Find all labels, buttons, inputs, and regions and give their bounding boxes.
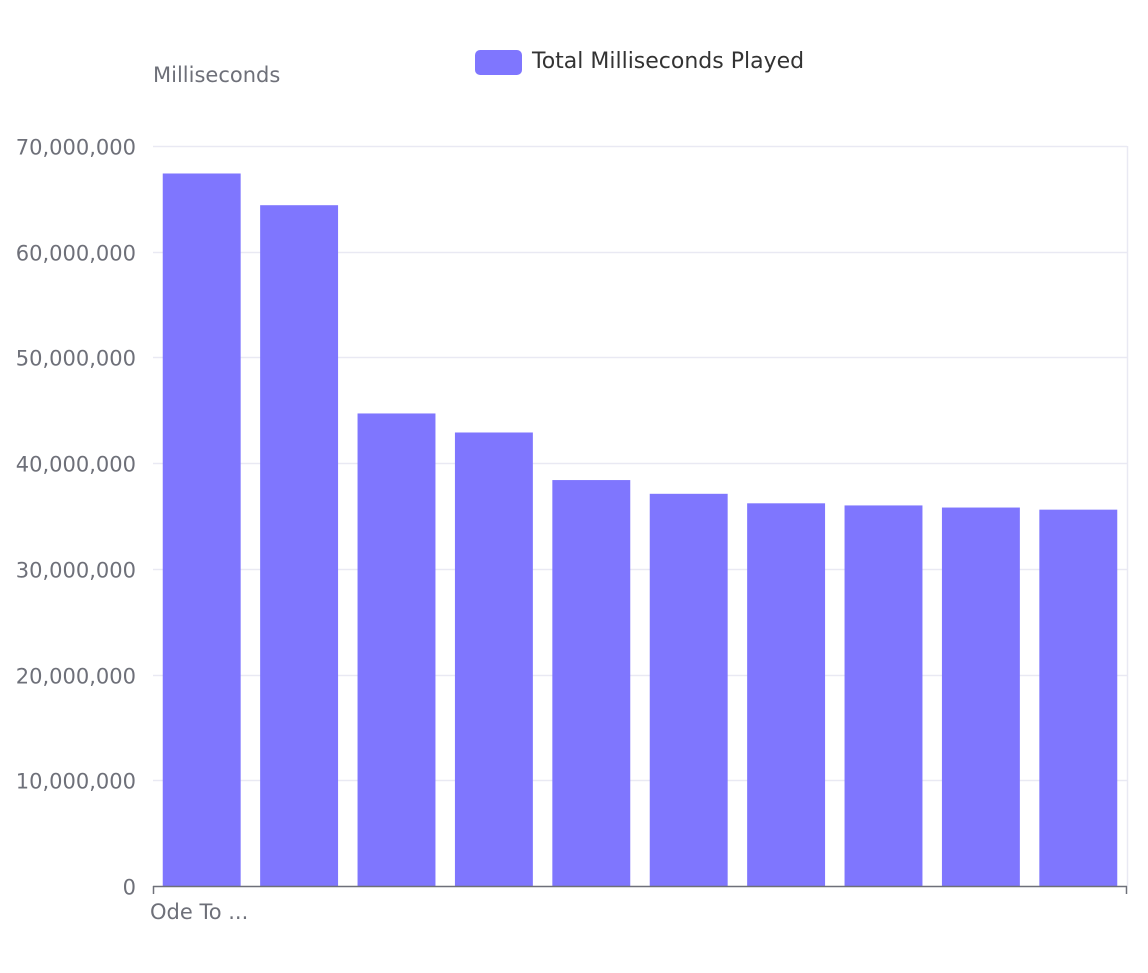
- bars-group: [162, 173, 1118, 887]
- legend[interactable]: Total Milliseconds Played: [475, 49, 804, 75]
- y-tick-label: 0: [123, 876, 136, 900]
- bar[interactable]: [1039, 509, 1118, 886]
- bar[interactable]: [844, 505, 923, 886]
- bar[interactable]: [454, 432, 533, 886]
- axes: [152, 885, 1128, 894]
- legend-label[interactable]: Total Milliseconds Played: [531, 49, 804, 74]
- y-tick-label: 40,000,000: [16, 453, 136, 477]
- bar[interactable]: [162, 173, 241, 887]
- bar[interactable]: [260, 205, 339, 886]
- bar[interactable]: [649, 493, 728, 886]
- y-tick-label: 30,000,000: [16, 559, 136, 583]
- bar[interactable]: [941, 507, 1020, 886]
- y-tick-label: 70,000,000: [16, 136, 136, 160]
- y-tick-label: 60,000,000: [16, 242, 136, 266]
- bar[interactable]: [357, 413, 436, 886]
- y-axis-label: Milliseconds: [153, 63, 280, 87]
- y-tick-labels: 0 10,000,000 20,000,000 30,000,000 40,000,00…: [16, 136, 136, 900]
- bar[interactable]: [552, 480, 631, 886]
- x-tick-label: Ode To ...: [150, 900, 248, 924]
- legend-swatch[interactable]: [475, 50, 522, 75]
- y-tick-label: 50,000,000: [16, 347, 136, 371]
- bar[interactable]: [747, 503, 826, 886]
- y-tick-label: 10,000,000: [16, 770, 136, 794]
- y-tick-label: 20,000,000: [16, 665, 136, 689]
